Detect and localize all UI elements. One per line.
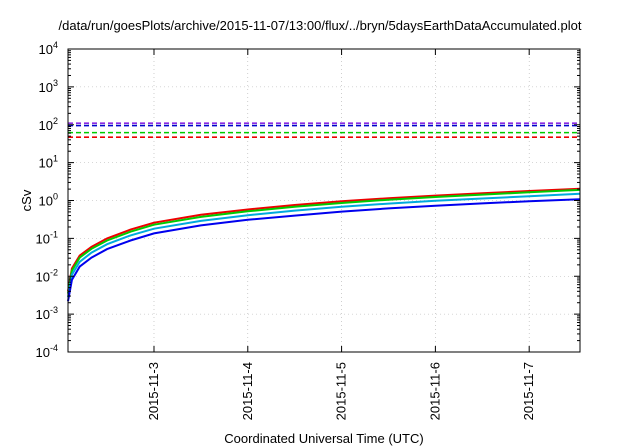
x-tick-label: 2015-11-4 xyxy=(240,362,255,420)
series-line xyxy=(67,187,581,292)
y-axis: 10-4 10-3 10-2 10-1 100 101 102 103 104 xyxy=(36,40,580,360)
y-tick-label: 103 xyxy=(39,78,58,95)
series-line xyxy=(67,198,581,302)
y-tick-label: 100 xyxy=(39,192,58,209)
y-tick-label: 102 xyxy=(39,116,58,133)
x-tick-label: 2015-11-6 xyxy=(427,362,442,420)
chart-title: /data/run/goesPlots/archive/2015-11-07/1… xyxy=(58,18,582,33)
series-line xyxy=(67,188,581,294)
x-axis-label: Coordinated Universal Time (UTC) xyxy=(224,431,423,446)
y-tick-label: 104 xyxy=(39,40,58,57)
y-tick-label: 10-4 xyxy=(36,343,58,360)
grid xyxy=(68,48,580,353)
x-tick-label: 2015-11-5 xyxy=(334,362,349,420)
x-tick-label: 2015-11-3 xyxy=(146,362,161,420)
series-lines xyxy=(67,187,581,302)
x-tick-label: 2015-11-7 xyxy=(521,362,536,420)
series-line xyxy=(67,192,581,298)
threshold-lines xyxy=(68,122,580,138)
y-tick-label: 10-1 xyxy=(36,229,58,246)
x-axis: 2015-11-3 2015-11-4 2015-11-5 2015-11-6 2015… xyxy=(146,49,536,420)
y-tick-label: 10-2 xyxy=(36,267,58,284)
y-axis-label: cSv xyxy=(19,189,34,211)
y-tick-label: 10-3 xyxy=(36,305,58,322)
y-tick-label: 101 xyxy=(39,154,58,171)
